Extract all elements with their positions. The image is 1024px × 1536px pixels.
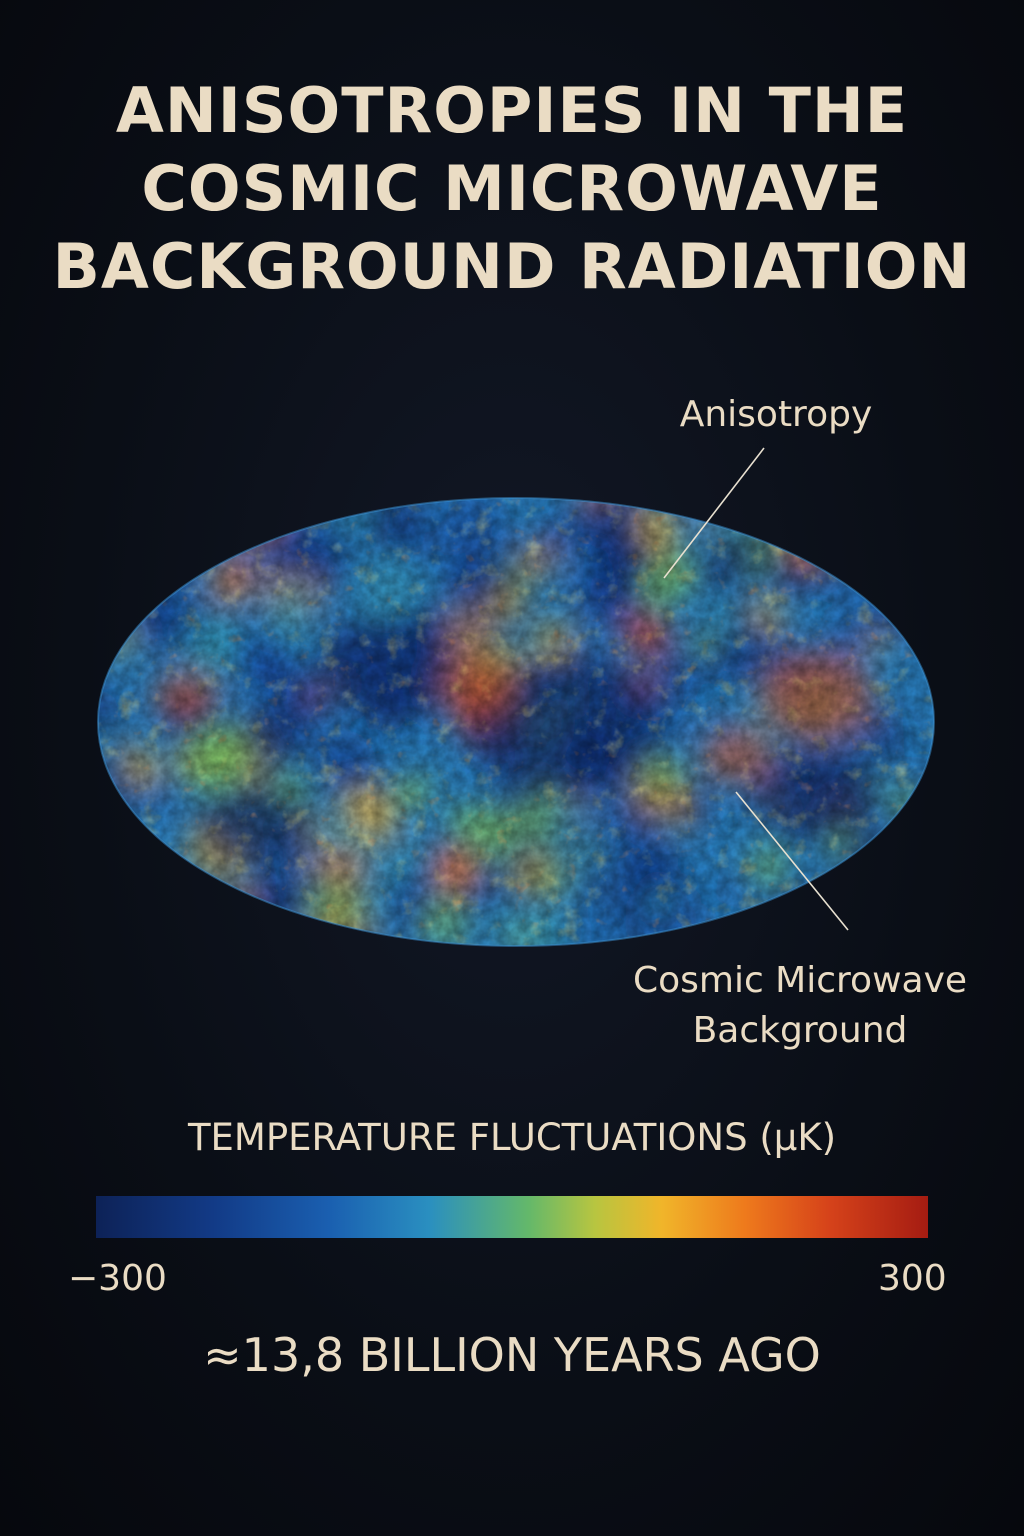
title-line-2: COSMIC MICROWAVE [141, 152, 883, 225]
cmb-sky-map-image [97, 497, 935, 947]
temperature-patch [862, 518, 907, 563]
colorbar-min-label: −300 [68, 1258, 167, 1299]
temperature-colorbar [96, 1196, 928, 1238]
temperature-patch [918, 825, 934, 857]
temperature-patch [98, 508, 134, 576]
colorbar-title: TEMPERATURE FLUCTUATIONS (μK) [187, 1116, 837, 1159]
cmb-label-line-1: Cosmic Microwave [632, 960, 968, 1001]
temperature-patch [799, 886, 851, 938]
temperature-patch [98, 555, 129, 596]
temperature-patch [172, 523, 201, 552]
temperature-patch [891, 577, 934, 637]
temperature-patch [98, 907, 145, 946]
temperature-patch [874, 897, 929, 946]
temperature-patch [880, 528, 928, 576]
temperature-patch [888, 906, 934, 946]
temperature-patch [114, 900, 135, 921]
temperature-patch [98, 918, 118, 941]
temperature-patch [889, 827, 934, 882]
temperature-patch [890, 877, 926, 914]
era-caption: ≈13,8 BILLION YEARS AGO [203, 1328, 821, 1382]
temperature-patch [908, 830, 934, 871]
temperature-patch [194, 498, 244, 528]
temperature-patch [132, 528, 190, 586]
anisotropy-label: Anisotropy [679, 394, 873, 435]
temperature-patch [787, 498, 853, 544]
cmb-label-line-2: Background [692, 1010, 908, 1051]
temperature-patch [898, 871, 934, 930]
cmb-sky-map [96, 496, 936, 948]
temperature-patch [819, 875, 874, 930]
temperature-patch [907, 583, 934, 613]
temperature-patch [892, 823, 934, 881]
temperature-patch [885, 904, 934, 946]
page-title: ANISOTROPIES IN THE COSMIC MICROWAVE BAC… [0, 72, 1024, 306]
colorbar-max-label: 300 [878, 1258, 947, 1299]
temperature-patch [118, 909, 143, 934]
temperature-patch [123, 892, 144, 913]
temperature-patch [220, 498, 285, 543]
title-line-3: BACKGROUND RADIATION [52, 230, 972, 303]
temperature-patch [851, 508, 897, 554]
temperature-patch [874, 928, 893, 946]
temperature-patch [140, 880, 196, 935]
cmb-label: Cosmic Microwave Background [620, 956, 980, 1056]
temperature-patch [104, 915, 162, 946]
temperature-patch [133, 515, 154, 536]
temperature-patch [166, 544, 189, 567]
temperature-patch [259, 922, 286, 946]
temperature-patch [106, 538, 168, 600]
temperature-patch [183, 498, 240, 539]
title-line-1: ANISOTROPIES IN THE [115, 74, 909, 147]
temperature-patch [128, 511, 174, 558]
temperature-patch [116, 498, 174, 541]
temperature-patch [232, 498, 251, 516]
temperature-patch [854, 562, 885, 593]
temperature-patch [818, 498, 851, 518]
